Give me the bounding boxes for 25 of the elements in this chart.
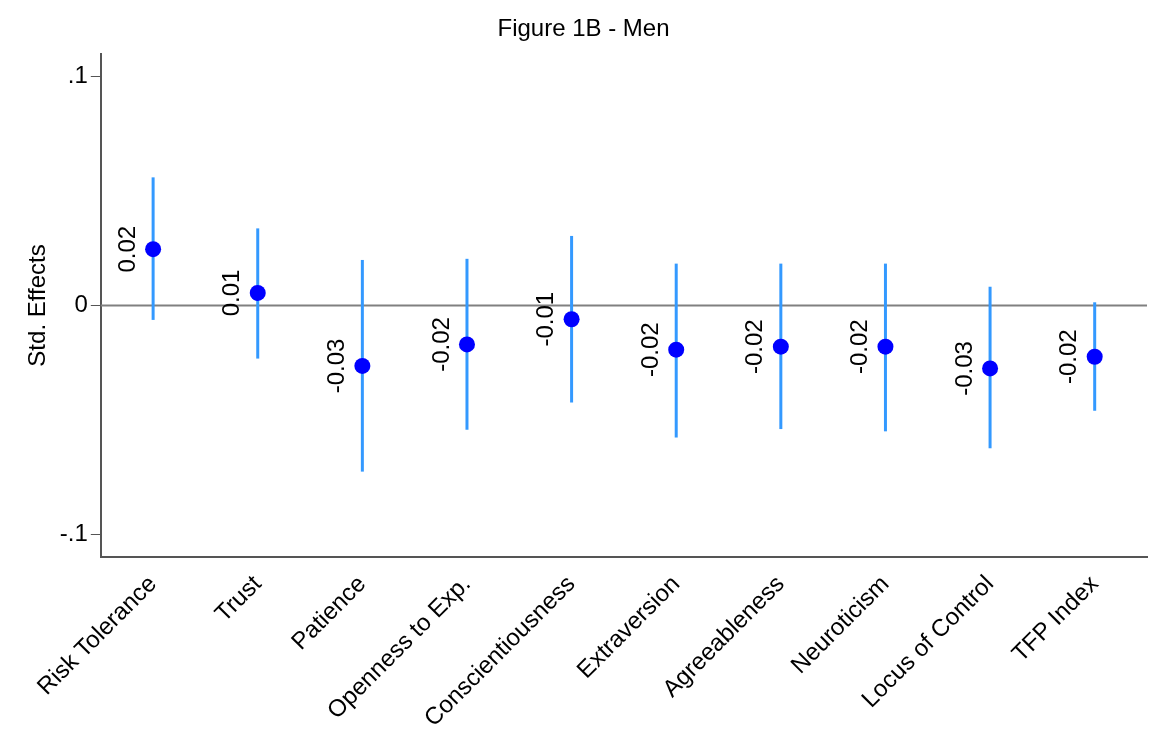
y-tick-label: .1 bbox=[67, 61, 88, 89]
point bbox=[668, 341, 685, 358]
data-label: -0.03 bbox=[321, 338, 349, 394]
point bbox=[982, 360, 999, 377]
point bbox=[1086, 348, 1103, 365]
data-label: -0.02 bbox=[426, 317, 454, 372]
y-tick-label: -.1 bbox=[59, 518, 88, 546]
point bbox=[877, 338, 894, 355]
point bbox=[354, 357, 371, 374]
data-label: -0.02 bbox=[1054, 329, 1082, 385]
data-label: 0.01 bbox=[217, 269, 245, 317]
data-label: 0.02 bbox=[112, 225, 140, 273]
data-label: -0.02 bbox=[845, 319, 873, 375]
data-label: -0.02 bbox=[740, 319, 768, 375]
point bbox=[563, 311, 580, 328]
data-label: -0.02 bbox=[635, 322, 663, 378]
data-label: -0.03 bbox=[949, 341, 977, 396]
point bbox=[145, 241, 162, 258]
point bbox=[772, 338, 789, 355]
data-label: -0.01 bbox=[531, 291, 559, 347]
point bbox=[458, 336, 475, 353]
y-tick-label: 0 bbox=[74, 290, 88, 318]
point bbox=[249, 284, 266, 301]
chart-title: Figure 1B - Men bbox=[497, 14, 670, 42]
y-axis-title: Std. Effects bbox=[23, 244, 51, 367]
